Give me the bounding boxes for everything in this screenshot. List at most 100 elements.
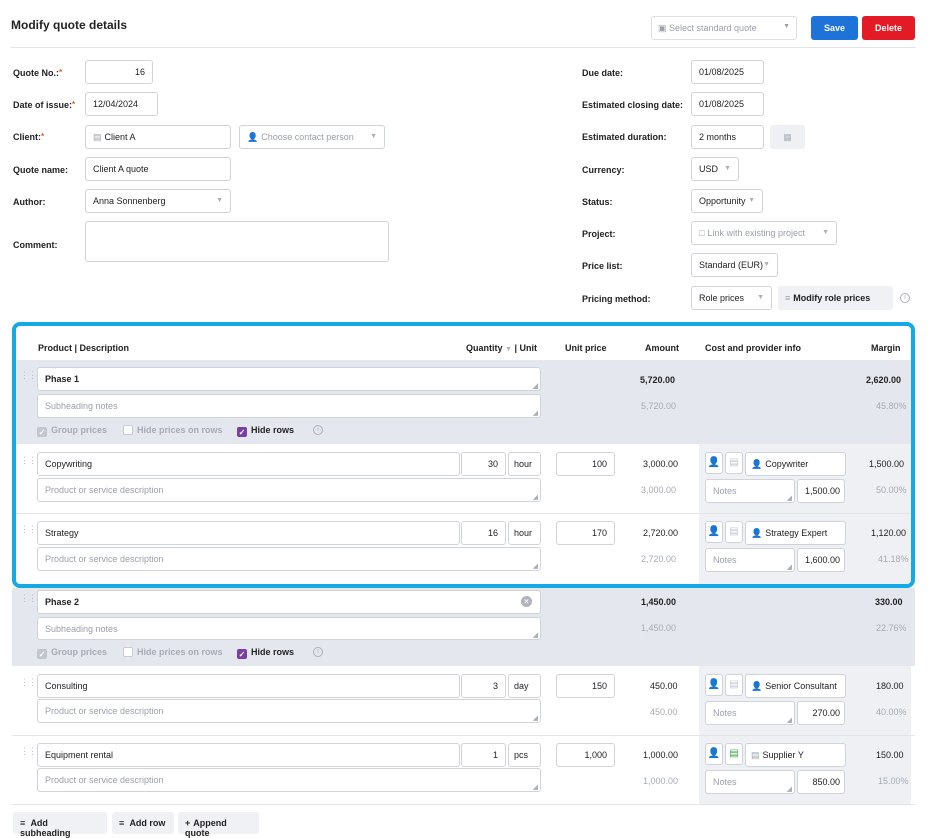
cost-input[interactable]: 850.00 [797,770,845,794]
description-textarea[interactable]: Product or service description ◢ [37,478,541,502]
drag-handle-icon[interactable]: ⋮⋮ [20,524,37,534]
row-amount-sub: 2,720.00 [641,554,677,564]
hide-rows-checkbox[interactable]: ✓ Hide rows [237,647,295,659]
building-icon[interactable]: ▤ [725,743,743,765]
hide-prices-checkbox[interactable]: Hide prices on rows [123,647,223,657]
chevron-down-icon: ▼ [822,229,829,236]
quote-no-input[interactable]: 16 [85,60,153,84]
author-select[interactable]: Anna Sonnenberg ▼ [85,189,231,213]
drag-handle-icon[interactable]: ⋮⋮ [20,677,37,687]
unit-input[interactable]: pcs [508,743,541,767]
notes-textarea[interactable]: Notes ◢ [705,701,795,725]
row-margin-pct: 50.00% [876,485,907,495]
product-name-input[interactable]: Equipment rental [37,743,460,767]
info-icon[interactable]: i [900,293,910,303]
price-list-select[interactable]: Standard (EUR) ▼ [691,253,778,277]
drag-handle-icon[interactable]: ⋮⋮ [20,593,37,603]
provider-select[interactable]: 👤 Senior Consultant [745,674,846,698]
building-icon[interactable]: ▤ [725,521,743,543]
unit-price-input[interactable]: 1,000 [556,743,615,767]
person-icon[interactable]: 👤 [705,452,723,474]
add-subheading-button[interactable]: ≡ Add subheading [13,812,107,838]
resize-icon: ◢ [532,494,538,501]
drag-handle-icon[interactable]: ⋮⋮ [20,370,37,380]
cost-input[interactable]: 1,600.00 [797,548,845,572]
unit-price-input[interactable]: 100 [556,452,615,476]
delete-button[interactable]: Delete [862,16,915,40]
cost-input[interactable]: 1,500.00 [797,479,845,503]
unit-input[interactable]: day [508,674,541,698]
notes-textarea[interactable]: Notes ◢ [705,770,795,794]
price-list-value: Standard (EUR) [699,260,764,270]
save-button[interactable]: Save [811,16,858,40]
chevron-down-icon: ▼ [370,133,377,140]
group-prices-checkbox[interactable]: ✓ Group prices [37,647,108,659]
calendar-icon[interactable]: ▦ [770,125,805,149]
quote-name-label: Quote name: [13,165,69,175]
hide-prices-checkbox[interactable]: Hide prices on rows [123,425,223,435]
status-value: Opportunity [699,196,746,206]
cost-input[interactable]: 270.00 [797,701,845,725]
unit-input[interactable]: hour [508,452,541,476]
closing-date-input[interactable]: 01/08/2025 [691,92,764,116]
drag-handle-icon[interactable]: ⋮⋮ [20,746,37,756]
provider-select[interactable]: 👤 Strategy Expert [745,521,846,545]
product-name-input[interactable]: Consulting [37,674,460,698]
quantity-input[interactable]: 16 [461,521,506,545]
phase-amount-sub: 1,450.00 [641,623,677,633]
sort-down-icon: ▼ [505,346,512,353]
quantity-input[interactable]: 30 [461,452,506,476]
standard-quote-select[interactable]: ▣ Select standard quote ▼ [651,16,797,40]
building-icon[interactable]: ▤ [725,674,743,696]
unit-price-input[interactable]: 170 [556,521,615,545]
quote-name-input[interactable]: Client A quote [85,157,231,181]
col-quantity[interactable]: Quantity ▼ | Unit [466,343,537,353]
drag-handle-icon[interactable]: ⋮⋮ [20,455,37,465]
hide-rows-checkbox[interactable]: ✓ Hide rows [237,425,295,437]
due-date-input[interactable]: 01/08/2025 [691,60,764,84]
row-divider [16,513,911,514]
client-input[interactable]: ▤ Client A [85,125,231,149]
product-name-input[interactable]: Copywriting [37,452,460,476]
append-quote-button[interactable]: + Append quote [178,812,259,838]
comment-label: Comment: [13,240,58,250]
comment-textarea[interactable] [85,221,389,262]
date-of-issue-input[interactable]: 12/04/2024 [85,92,158,116]
phase-name-input[interactable]: Phase 2 × [37,590,541,614]
info-icon[interactable]: i [313,647,323,657]
add-row-button[interactable]: ≡ Add row [112,812,174,834]
person-icon[interactable]: 👤 [705,521,723,543]
provider-select[interactable]: ▤ Supplier Y [745,743,846,767]
subheading-notes-textarea[interactable]: Subheading notes ◢ [37,394,541,418]
quantity-input[interactable]: 3 [461,674,506,698]
status-select[interactable]: Opportunity ▼ [691,189,763,213]
description-textarea[interactable]: Product or service description ◢ [37,547,541,571]
duration-input[interactable]: 2 months [691,125,764,149]
phase-amount-sub: 5,720.00 [641,401,677,411]
subheading-notes-textarea[interactable]: Subheading notes ◢ [37,617,541,640]
product-name-input[interactable]: Strategy [37,521,460,545]
clear-icon[interactable]: × [521,596,532,607]
person-icon[interactable]: 👤 [705,674,723,696]
unit-input[interactable]: hour [508,521,541,545]
description-textarea[interactable]: Product or service description ◢ [37,699,541,723]
group-prices-checkbox[interactable]: ✓ Group prices [37,425,108,437]
quantity-input[interactable]: 1 [461,743,506,767]
phase-name-input[interactable]: Phase 1 ◢ [37,367,541,391]
unit-price-input[interactable]: 150 [556,674,615,698]
currency-select[interactable]: USD ▼ [691,157,739,181]
pricing-method-select[interactable]: Role prices ▼ [691,286,772,310]
contact-person-select[interactable]: 👤 Choose contact person ▼ [239,125,385,149]
building-icon[interactable]: ▤ [725,452,743,474]
project-select[interactable]: □ Link with existing project ▼ [691,221,837,245]
resize-icon: ◢ [786,786,792,793]
notes-textarea[interactable]: Notes ◢ [705,548,795,572]
provider-select[interactable]: 👤 Copywriter [745,452,846,476]
phase-margin-pct: 45.80% [876,401,907,411]
description-textarea[interactable]: Product or service description ◢ [37,768,541,792]
person-icon[interactable]: 👤 [705,743,723,765]
modify-role-prices-button[interactable]: ≡ Modify role prices [778,286,893,310]
notes-textarea[interactable]: Notes ◢ [705,479,795,503]
person-icon: 👤 [751,528,763,538]
info-icon[interactable]: i [313,425,323,435]
